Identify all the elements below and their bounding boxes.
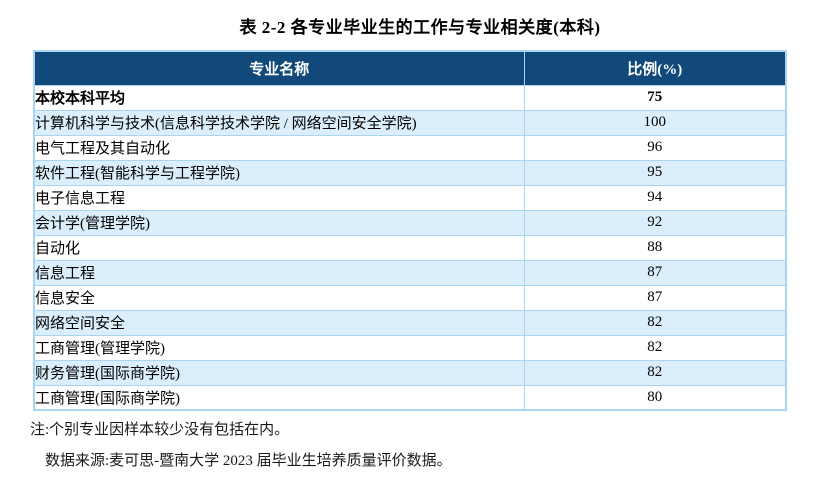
table-row: 自动化 88 (33, 234, 787, 261)
ratio-value-cell: 75 (523, 84, 787, 111)
ratio-value-cell: 82 (523, 359, 787, 386)
major-name-cell: 信息安全 (33, 284, 525, 311)
major-name-cell: 自动化 (33, 234, 525, 261)
major-name-cell: 软件工程(智能科学与工程学院) (33, 159, 525, 186)
table-row: 网络空间安全 82 (33, 309, 787, 336)
table-row: 财务管理(国际商学院) 82 (33, 359, 787, 386)
table-row: 工商管理(管理学院) 82 (33, 334, 787, 361)
table-footnote: 注:个别专业因样本较少没有包括在内。 (30, 422, 290, 438)
table-row: 计算机科学与技术(信息科学技术学院 / 网络空间安全学院) 100 (33, 109, 787, 136)
ratio-value-cell: 96 (523, 134, 787, 161)
table-row: 工商管理(国际商学院) 80 (33, 384, 787, 411)
table-title: 表 2-2 各专业毕业生的工作与专业相关度(本科) (239, 18, 601, 37)
column-header-major: 专业名称 (33, 50, 525, 86)
ratio-value-cell: 82 (523, 309, 787, 336)
table-row: 软件工程(智能科学与工程学院) 95 (33, 159, 787, 186)
table-row: 会计学(管理学院) 92 (33, 209, 787, 236)
major-relevance-table: 专业名称 比例(%) 本校本科平均 75 计算机科学与技术(信息科学技术学院 /… (33, 50, 787, 411)
major-name-cell: 财务管理(国际商学院) (33, 359, 525, 386)
table-row: 电气工程及其自动化 96 (33, 134, 787, 161)
ratio-value-cell: 92 (523, 209, 787, 236)
ratio-value-cell: 87 (523, 259, 787, 286)
major-name-cell: 电气工程及其自动化 (33, 134, 525, 161)
major-name-cell: 工商管理(管理学院) (33, 334, 525, 361)
major-name-cell: 信息工程 (33, 259, 525, 286)
ratio-value-cell: 82 (523, 334, 787, 361)
table-row: 电子信息工程 94 (33, 184, 787, 211)
table-row: 本校本科平均 75 (33, 84, 787, 111)
major-name-cell: 会计学(管理学院) (33, 209, 525, 236)
data-source-note: 数据来源:麦可思-暨南大学 2023 届毕业生培养质量评价数据。 (45, 453, 452, 469)
major-name-cell: 工商管理(国际商学院) (33, 384, 525, 411)
ratio-value-cell: 95 (523, 159, 787, 186)
major-name-cell: 电子信息工程 (33, 184, 525, 211)
ratio-value-cell: 88 (523, 234, 787, 261)
major-name-cell: 本校本科平均 (33, 84, 525, 111)
table-row: 信息安全 87 (33, 284, 787, 311)
table-header-row: 专业名称 比例(%) (33, 50, 787, 86)
ratio-value-cell: 94 (523, 184, 787, 211)
major-name-cell: 网络空间安全 (33, 309, 525, 336)
ratio-value-cell: 100 (523, 109, 787, 136)
ratio-value-cell: 80 (523, 384, 787, 411)
ratio-value-cell: 87 (523, 284, 787, 311)
column-header-ratio: 比例(%) (523, 50, 787, 86)
table-row: 信息工程 87 (33, 259, 787, 286)
major-name-cell: 计算机科学与技术(信息科学技术学院 / 网络空间安全学院) (33, 109, 525, 136)
